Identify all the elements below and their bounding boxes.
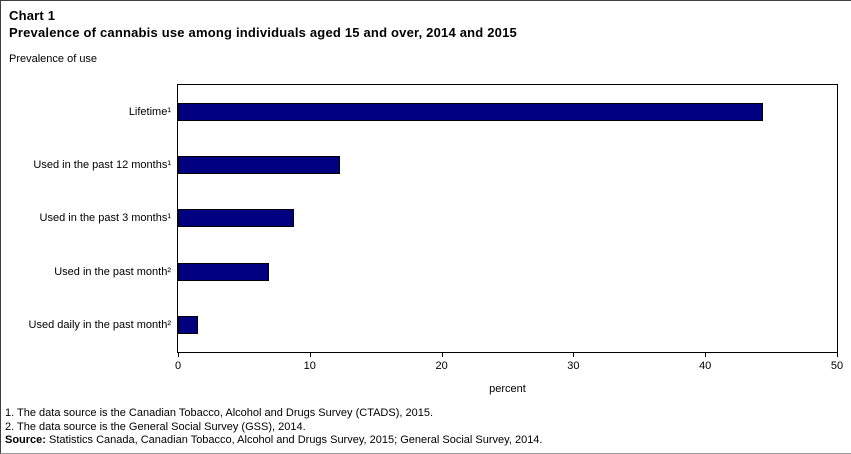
chart-title: Prevalence of cannabis use among individ… [9,25,517,40]
footnote-2: 2. The data source is the General Social… [5,420,306,433]
category-label-lifetime: Lifetime¹ [128,105,171,118]
bar-daily-past-month [178,316,198,335]
source-line: Source: Statistics Canada, Canadian Toba… [5,434,542,448]
source-label: Source: [5,434,46,446]
footnotes: 1. The data source is the Canadian Tobac… [5,407,542,448]
x-tick-label-50: 50 [830,360,844,372]
category-label-past-month: Used in the past month² [54,265,171,278]
bar-past-12-months [178,156,341,175]
bar-row: Used in the past 3 months¹ [40,192,837,245]
bar-row: Used in the past month² [54,245,837,298]
footnote-1: 1. The data source is the Canadian Tobac… [5,407,434,419]
chart-number: Chart 1 [9,8,56,23]
category-label-past-3-months: Used in the past 3 months¹ [39,212,171,225]
bar-past-month [178,262,269,281]
bar-lifetime [178,102,764,121]
category-label-past-12-months: Used in the past 12 months¹ [33,159,171,172]
x-axis-tick [309,352,311,357]
category-label-daily-past-month: Used daily in the past month² [28,319,171,332]
bar-row: Lifetime¹ [129,85,837,138]
plot-area: Lifetime¹ Used in the past 12 months¹ Us… [29,84,843,395]
source-text: Statistics Canada, Canadian Tobacco, Alc… [45,434,543,446]
x-axis-label: percent [489,383,526,395]
title-block: Chart 1 Prevalence of cannabis use among… [9,7,517,41]
bar-row: Used in the past 12 months¹ [33,138,837,191]
bar-past-3-months [178,209,294,228]
x-axis-tick [573,352,575,357]
x-tick-label-10: 10 [303,360,316,372]
x-axis-tick [441,352,443,357]
x-axis-tick [705,352,707,357]
x-axis-tick [178,352,179,357]
x-axis-tick [837,352,838,357]
y-axis-caption: Prevalence of use [9,53,98,65]
bar-row: Used daily in the past month² [29,299,837,352]
x-tick-label-30: 30 [567,360,580,372]
x-tick-label-0: 0 [174,360,182,372]
x-tick-label-20: 20 [435,360,448,372]
x-tick-label-40: 40 [699,360,712,372]
